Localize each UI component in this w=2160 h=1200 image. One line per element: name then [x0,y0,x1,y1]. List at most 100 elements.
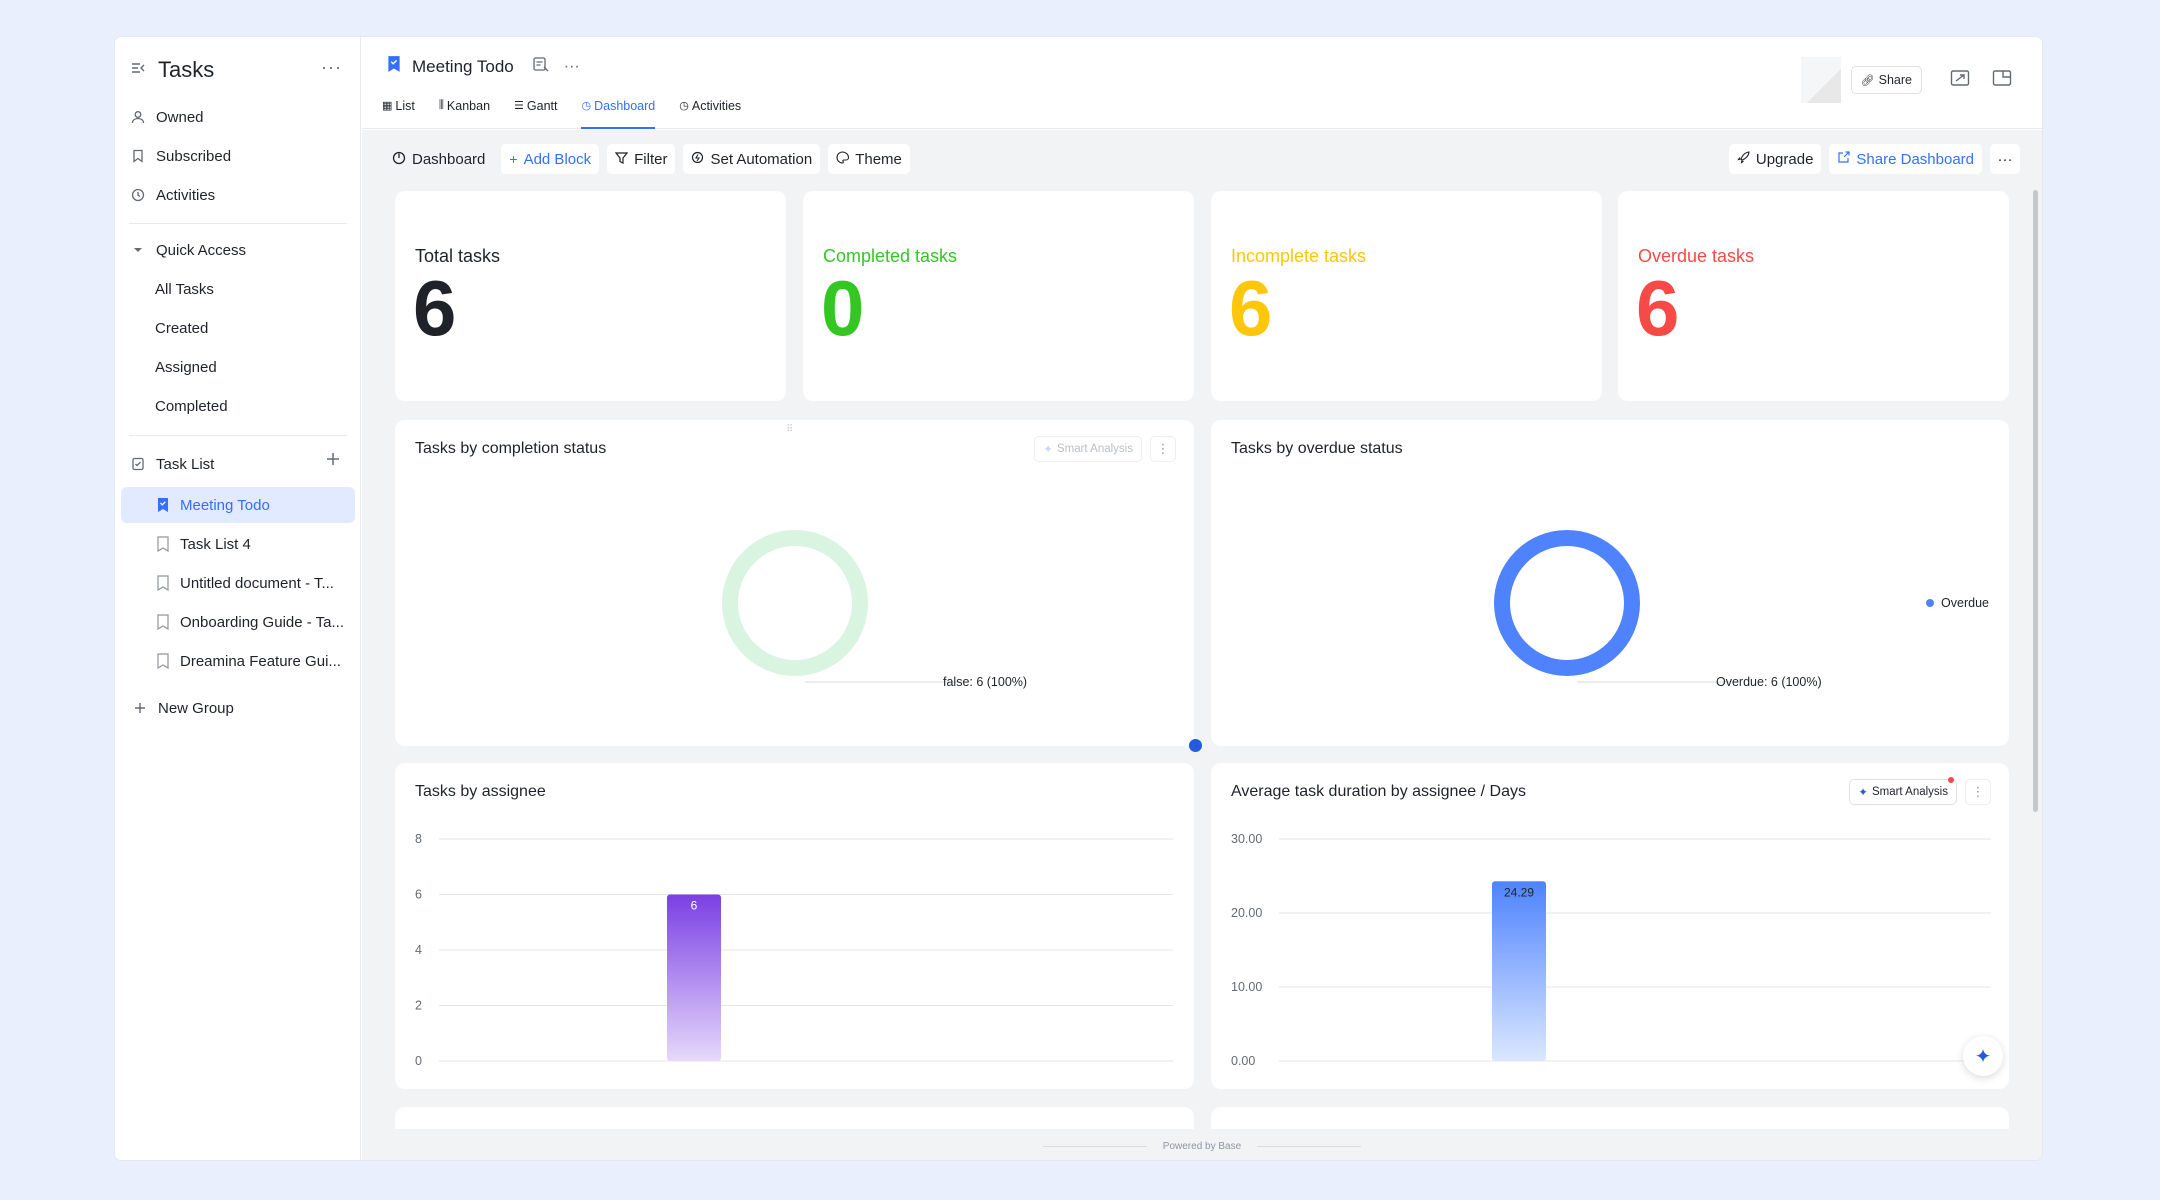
chart-more-button[interactable]: ⋮ [1965,779,1991,805]
donut-chart-overdue: Overdue: 6 (100%) [1494,530,1822,689]
y-tick-label: 30.00 [1231,832,1262,846]
tab-label: Activities [691,99,742,113]
sidebar-item-activities[interactable]: Activities [130,182,215,208]
tab-dashboard[interactable]: ◷ Dashboard [581,97,655,129]
open-new-window-icon[interactable] [1992,69,2012,92]
stat-label: Completed tasks [823,246,958,266]
sidebar-item-completed[interactable]: Completed [155,397,228,415]
chart-card-assignee[interactable]: Tasks by assignee 0 2 4 6 8 6 [395,763,1194,1089]
share-label: Share [1878,73,1912,87]
stat-card-total[interactable]: Total tasks 6 [395,191,786,401]
y-tick-label: 8 [415,832,422,846]
bar-data-label: 6 [691,899,698,913]
share-button[interactable]: 🔗︎ Share [1850,66,1922,94]
chart-legend[interactable]: Overdue [1926,596,1989,610]
donut-slice-false[interactable] [722,530,868,676]
bookmark-icon [130,148,146,164]
share-dashboard-label: Share Dashboard [1856,150,1974,168]
user-icon [130,109,146,125]
filter-button[interactable]: Filter [607,144,676,174]
new-group-label: New Group [158,699,234,717]
smart-analysis-button[interactable]: ✦ Smart Analysis [1034,436,1142,462]
sidebar-item-created[interactable]: Created [155,319,209,337]
slice-data-label: false: 6 (100%) [943,675,1027,689]
stat-card-incomplete[interactable]: Incomplete tasks 6 [1211,191,1602,401]
resize-handle[interactable] [1189,739,1202,752]
sidebar-item-label: Untitled document - T... [180,574,334,592]
doc-title[interactable]: Meeting Todo [412,56,514,76]
sidebar-item-assigned[interactable]: Assigned [155,358,217,376]
quick-access-toggle[interactable]: Quick Access [130,237,246,263]
tab-kanban[interactable]: ⫼ Kanban [439,97,490,129]
donut-chart-completion: false: 6 (100%) [722,530,1027,689]
bar-chart-assignee: 0 2 4 6 8 6 [415,832,1173,1068]
doc-more-icon[interactable]: ··· [563,57,580,75]
sidebar-item-onboarding-guide[interactable]: Onboarding Guide - Ta... [155,609,344,635]
doc-info-icon[interactable] [532,55,550,78]
bar[interactable] [667,894,721,1062]
drag-handle-icon[interactable]: ⠿ [786,424,794,435]
quick-access-label: Quick Access [156,241,247,259]
task-list-header[interactable]: Task List [130,451,214,477]
filter-icon [614,151,629,167]
collapse-sidebar-icon[interactable] [130,60,146,81]
sidebar-item-label: Meeting Todo [180,496,270,514]
sidebar-item-dreamina-feature[interactable]: Dreamina Feature Gui... [155,648,341,674]
palette-icon [836,151,850,167]
upgrade-label: Upgrade [1755,150,1814,168]
tab-label: List [395,99,415,113]
sidebar-more-icon[interactable]: ··· [321,57,342,77]
chart-card-duration[interactable]: Average task duration by assignee / Days… [1211,763,2009,1089]
share-dashboard-button[interactable]: Share Dashboard [1829,144,1982,174]
stat-value: 6 [1229,264,1273,352]
stat-value: 0 [821,264,865,352]
new-group-button[interactable]: New Group [132,695,234,721]
sidebar-item-owned[interactable]: Owned [130,104,204,130]
set-automation-button[interactable]: Set Automation [683,144,821,174]
toolbar-more-button[interactable]: ··· [1990,144,2020,174]
history-icon [130,187,146,203]
sidebar-item-task-list-4[interactable]: Task List 4 [155,531,251,557]
tab-list[interactable]: ▦ List [382,97,415,129]
tab-activities[interactable]: ◷ Activities [679,97,741,129]
dashboard-toolbar: Dashboard + Add Block Filter Set Automat… [384,144,2020,174]
sidebar: Tasks ··· Owned Subscribed Activities Qu… [115,37,361,1160]
sidebar-item-subscribed[interactable]: Subscribed [130,143,231,169]
sidebar-item-meeting-todo[interactable]: Meeting Todo [155,492,270,518]
add-task-list-icon[interactable] [324,450,342,473]
sidebar-item-untitled-document[interactable]: Untitled document - T... [155,570,334,596]
chart-more-button[interactable]: ⋮ [1150,436,1176,462]
sidebar-item-label: Onboarding Guide - Ta... [180,613,344,631]
sidebar-item-all-tasks[interactable]: All Tasks [155,280,214,298]
fullscreen-icon[interactable] [1950,69,1970,92]
main-area: Meeting Todo ··· ▦ List ⫼ Kanban ☰ Gantt [362,37,2042,1160]
ai-assistant-button[interactable]: ✦ [1963,1036,2003,1076]
top-right-actions: 🔗︎ Share [1800,57,2012,103]
theme-button[interactable]: Theme [828,144,910,174]
dashboard-title-button[interactable]: Dashboard [384,144,493,174]
y-tick-label: 6 [415,888,422,902]
smart-analysis-button[interactable]: ✦ Smart Analysis [1849,777,1957,805]
y-tick-label: 4 [415,943,422,957]
tab-label: Dashboard [594,99,656,113]
upgrade-button[interactable]: Upgrade [1728,144,1822,174]
stat-card-completed[interactable]: Completed tasks 0 [803,191,1194,401]
dashboard-label: Dashboard [412,150,486,168]
sidebar-header: Tasks [130,55,214,85]
donut-slice-overdue[interactable] [1494,530,1640,676]
bar[interactable] [1492,881,1546,1061]
add-block-button[interactable]: + Add Block [501,144,600,174]
chart-card-partial [1211,1107,2009,1129]
sidebar-item-label: Dreamina Feature Gui... [180,652,341,670]
bar-data-label: 24.29 [1504,885,1534,899]
stat-label: Total tasks [415,246,501,266]
vertical-scrollbar[interactable] [2033,190,2038,812]
tab-gantt[interactable]: ☰ Gantt [514,97,557,129]
stat-card-overdue[interactable]: Overdue tasks 6 [1618,191,2009,401]
chart-card-completion[interactable]: Tasks by completion status ⠿ ✦ Smart Ana… [395,420,1194,746]
avatar[interactable] [1800,57,1841,103]
gantt-icon: ☰ [514,100,524,112]
chart-card-overdue[interactable]: Tasks by overdue status Overdue: 6 (100%… [1211,420,2009,746]
footer-area [362,1129,2042,1160]
chart-card-partial [395,1107,1194,1129]
